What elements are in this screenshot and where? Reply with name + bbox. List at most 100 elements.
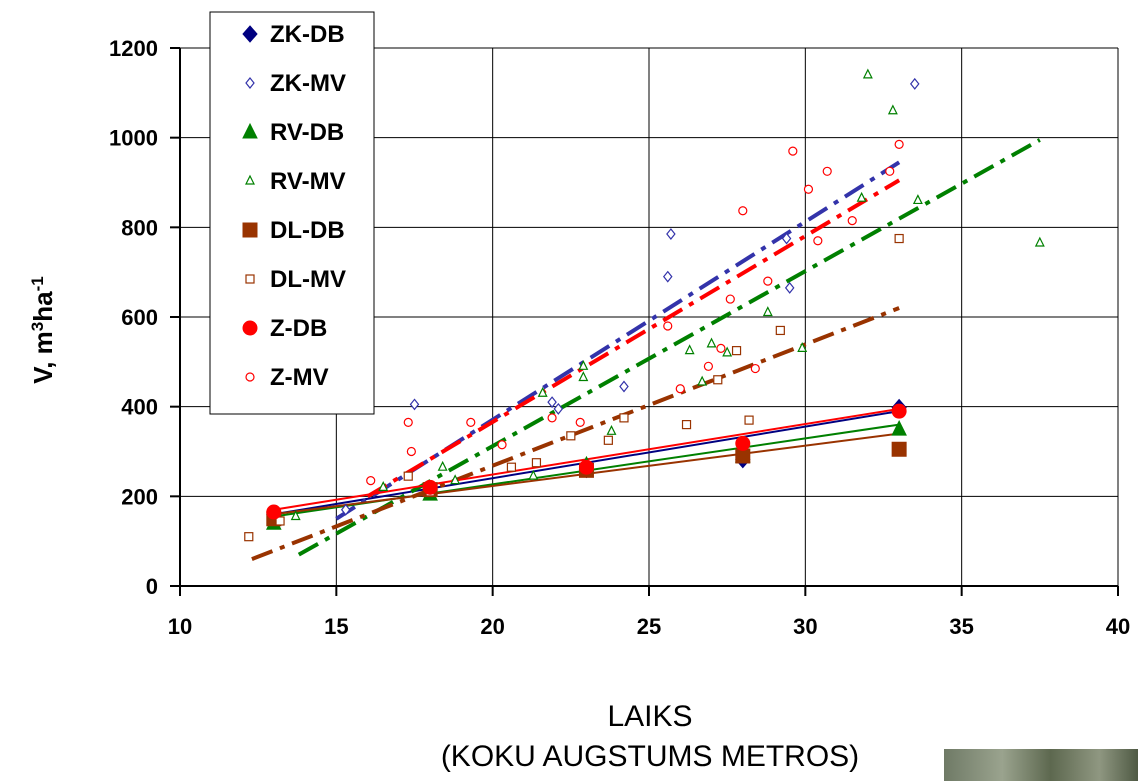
data-point-z-mv	[703, 361, 714, 371]
legend-label-z-mv: Z-MV	[270, 364, 329, 391]
x-axis-label-line1: LAIKS	[607, 700, 693, 733]
x-tick-label: 25	[637, 614, 661, 639]
data-point-dl-db	[891, 441, 907, 457]
data-point-dl-mv	[275, 516, 285, 526]
data-point-rv-mv	[1034, 236, 1045, 247]
data-point-dl-mv	[506, 462, 517, 472]
legend-marker-dl-mv	[245, 274, 255, 284]
data-point-z-mv	[822, 166, 832, 176]
data-point-dl-mv	[744, 415, 754, 425]
data-point-z-mv	[663, 321, 673, 331]
data-point-dl-db	[735, 448, 751, 464]
x-axis-label-line2: (KOKU AUGSTUMS METROS)	[440, 740, 860, 773]
data-point-z-mv	[813, 236, 823, 246]
data-point-z-mv	[894, 139, 904, 149]
trendline-z-mv	[366, 178, 901, 499]
data-point-rv-mv	[697, 375, 708, 386]
data-point-dl-mv	[531, 458, 542, 468]
data-point-z-mv	[366, 476, 376, 486]
data-point-dl-mv	[731, 346, 742, 356]
data-point-z-mv	[406, 446, 416, 457]
data-point-zk-mv	[662, 270, 673, 283]
legend-label-dl-mv: DL-MV	[270, 266, 346, 293]
data-point-dl-mv	[566, 431, 576, 441]
legend-box	[209, 11, 375, 415]
y-tick-label: 600	[121, 305, 158, 330]
data-point-dl-mv	[619, 413, 629, 423]
data-point-rv-mv	[578, 359, 589, 370]
markers	[244, 68, 1045, 542]
y-axis-ticks: 0 200 400 600 800 1000 1200	[109, 36, 180, 599]
data-point-zk-mv	[784, 281, 795, 294]
legend-label-zk-mv: ZK-MV	[270, 70, 346, 97]
y-tick-label: 800	[121, 215, 158, 240]
y-tick-label: 400	[121, 395, 158, 420]
trendline-dl-mv	[251, 306, 900, 561]
legend-marker-zk-mv	[245, 77, 255, 89]
legend-marker-dl-db	[242, 222, 258, 238]
x-tick-label: 10	[168, 614, 192, 639]
legend-label-rv-mv: RV-MV	[270, 168, 346, 195]
legend: ZK-DB ZK-MV RV-DB RV-MV DL-DB DL-MV Z-DB Z-MV	[209, 11, 375, 415]
data-point-zk-mv	[909, 77, 920, 90]
y-axis-label-main: V, m	[28, 331, 58, 384]
data-point-rv-mv	[606, 424, 617, 435]
data-point-dl-mv	[403, 471, 413, 481]
y-tick-label: 200	[121, 484, 158, 509]
data-point-rv-mv	[537, 386, 548, 397]
data-point-dl-mv	[603, 435, 613, 445]
y-tick-label: 1000	[109, 126, 158, 151]
data-point-rv-mv	[378, 481, 389, 491]
data-point-z-mv	[497, 440, 507, 450]
data-point-z-db	[735, 435, 751, 451]
legend-label-zk-db: ZK-DB	[270, 21, 345, 48]
x-axis-ticks: 10 15 20 25 30 35 40	[168, 586, 1130, 639]
data-point-rv-mv	[762, 306, 773, 317]
data-point-z-mv	[547, 413, 557, 423]
data-point-rv-mv	[887, 104, 898, 115]
data-point-dl-mv	[244, 532, 254, 542]
x-tick-label: 15	[324, 614, 348, 639]
data-point-z-mv	[738, 206, 748, 216]
data-point-rv-mv	[684, 344, 695, 355]
data-point-rv-mv	[862, 68, 873, 79]
legend-marker-z-db	[242, 320, 258, 336]
y-axis-label-sup1: 3	[28, 322, 47, 331]
data-point-z-mv	[750, 363, 760, 374]
x-tick-label: 35	[949, 614, 973, 639]
data-point-rv-db	[891, 419, 907, 436]
data-point-rv-mv	[797, 342, 808, 352]
data-point-z-mv	[763, 276, 773, 286]
data-point-dl-mv	[775, 325, 785, 336]
legend-label-dl-db: DL-DB	[270, 217, 345, 244]
legend-marker-rv-db	[242, 122, 258, 139]
legend-label-z-db: Z-DB	[270, 315, 327, 342]
data-point-rv-mv	[450, 474, 461, 485]
data-point-dl-mv	[713, 375, 723, 385]
data-point-z-mv	[466, 417, 476, 427]
data-point-rv-mv	[856, 191, 867, 202]
x-tick-label: 40	[1106, 614, 1130, 639]
y-tick-label: 1200	[109, 36, 158, 61]
data-point-z-mv	[675, 384, 685, 394]
y-axis-label-sup2: -1	[28, 276, 47, 291]
x-tick-label: 20	[480, 614, 504, 639]
data-point-zk-mv	[340, 503, 351, 516]
legend-marker-z-mv	[245, 372, 255, 382]
data-point-rv-mv	[578, 371, 589, 382]
y-axis-label-mid: ha	[28, 291, 58, 322]
data-point-dl-mv	[894, 233, 904, 244]
data-point-z-db	[422, 479, 438, 495]
x-tick-label: 30	[793, 614, 817, 639]
trendline-zk-mv	[335, 160, 901, 521]
legend-label-rv-db: RV-DB	[270, 119, 344, 146]
data-point-rv-mv	[706, 337, 717, 348]
data-point-z-mv	[803, 184, 814, 194]
data-point-z-mv	[885, 166, 895, 176]
trendline-rv-mv	[297, 138, 1041, 557]
data-point-rv-mv	[912, 194, 923, 205]
data-point-zk-mv	[619, 380, 629, 393]
data-point-z-mv	[847, 216, 857, 226]
legend-marker-rv-mv	[245, 174, 255, 185]
